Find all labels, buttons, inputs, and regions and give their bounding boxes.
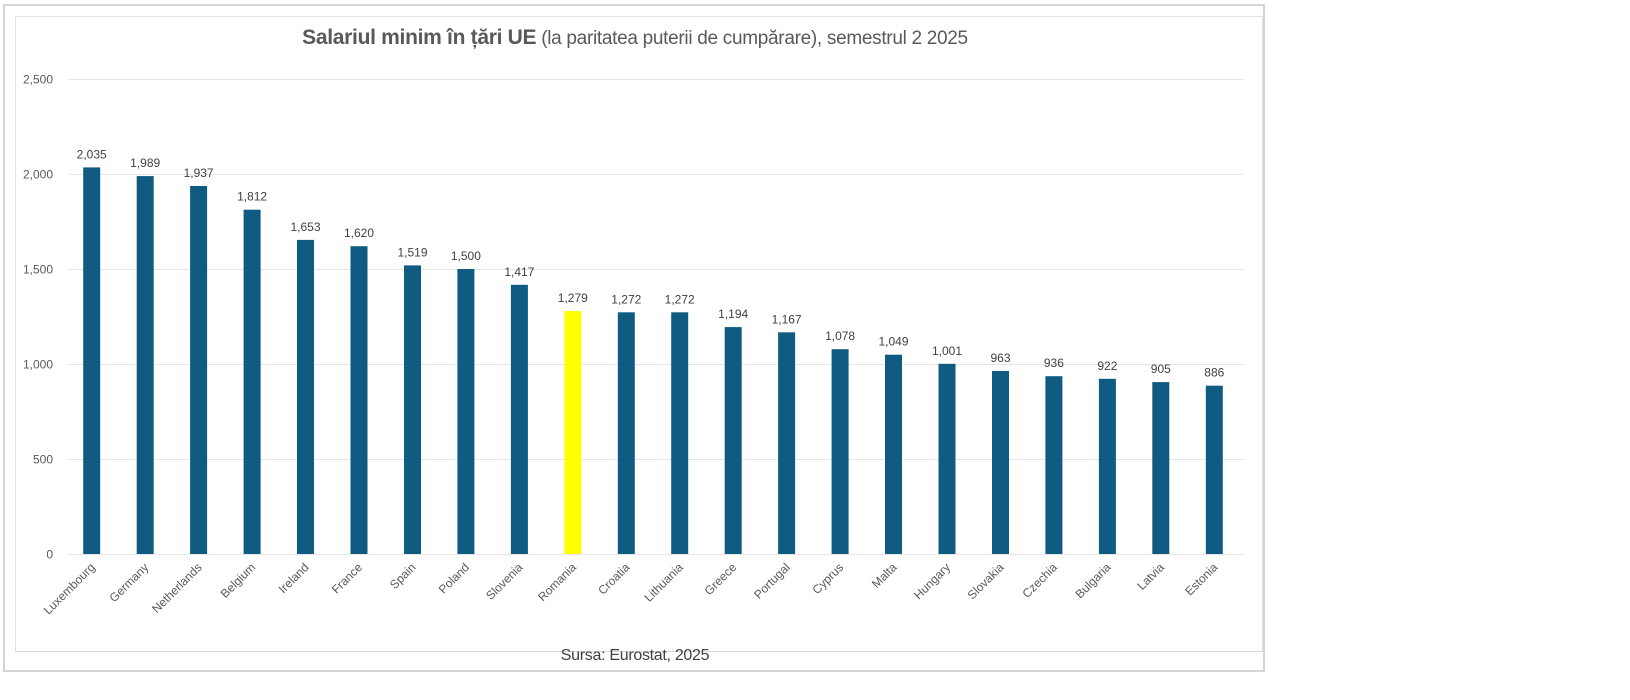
x-tick-label: Czechia bbox=[1019, 560, 1060, 601]
bar bbox=[136, 176, 154, 554]
y-tick-label: 2,000 bbox=[23, 168, 53, 182]
data-label: 1,653 bbox=[290, 220, 320, 234]
data-label: 1,417 bbox=[504, 265, 534, 279]
data-label: 1,620 bbox=[344, 226, 374, 240]
data-label: 1,812 bbox=[237, 190, 267, 204]
x-tick-label: Slovenia bbox=[483, 560, 526, 603]
data-label: 905 bbox=[1151, 362, 1171, 376]
bar bbox=[617, 312, 635, 554]
data-label: 1,078 bbox=[825, 329, 855, 343]
x-tick-label: Ireland bbox=[276, 560, 312, 596]
data-label: 2,035 bbox=[77, 147, 107, 161]
x-tick-label: Portugal bbox=[751, 560, 793, 602]
y-tick-label: 0 bbox=[46, 548, 53, 562]
y-tick-label: 1,500 bbox=[23, 263, 53, 277]
bar bbox=[724, 327, 742, 554]
source-note: Sursa: Eurostat, 2025 bbox=[560, 647, 710, 664]
data-label: 1,049 bbox=[878, 335, 908, 349]
bar bbox=[671, 312, 689, 554]
bar bbox=[1205, 385, 1223, 554]
x-tick-label: Malta bbox=[869, 560, 900, 591]
x-tick-label: Slovakia bbox=[965, 560, 1007, 602]
y-axis-ticks: 0 500 1,000 1,500 2,000 2,500 bbox=[23, 73, 53, 562]
data-label: 1,519 bbox=[397, 245, 427, 259]
x-tick-label: Bulgaria bbox=[1072, 560, 1113, 601]
chart-title: Salariul minim în țări UE (la paritatea … bbox=[0, 26, 1270, 50]
chart-title-main: Salariul minim în țări UE bbox=[302, 26, 537, 49]
bar bbox=[1098, 378, 1116, 554]
x-tick-label: Spain bbox=[387, 560, 419, 592]
data-label: 1,500 bbox=[451, 249, 481, 263]
bar bbox=[457, 269, 475, 554]
x-tick-label: Estonia bbox=[1182, 560, 1220, 598]
x-tick-label: Cyprus bbox=[809, 560, 846, 597]
bar bbox=[350, 246, 368, 554]
bar bbox=[297, 239, 314, 554]
bars bbox=[83, 167, 1223, 554]
x-tick-label: Luxembourg bbox=[41, 560, 98, 617]
x-tick-label: Poland bbox=[436, 560, 472, 596]
bar-highlighted bbox=[564, 311, 582, 554]
bar bbox=[778, 332, 796, 554]
bar bbox=[885, 354, 902, 554]
x-tick-label: Germany bbox=[107, 560, 152, 605]
data-labels: 2,035 1,989 1,937 1,812 1,653 1,620 1,519 1,500… bbox=[77, 147, 1225, 379]
x-tick-label: Netherlands bbox=[149, 560, 205, 616]
data-label: 1,272 bbox=[665, 292, 695, 306]
data-label: 1,167 bbox=[772, 312, 802, 326]
data-label: 1,937 bbox=[184, 166, 214, 180]
data-label: 1,001 bbox=[932, 344, 962, 358]
bar bbox=[831, 349, 849, 554]
bar bbox=[992, 371, 1009, 554]
x-tick-label: Croatia bbox=[595, 560, 632, 597]
x-tick-label: Belgium bbox=[218, 560, 259, 601]
bar-chart: 0 500 1,000 1,500 2,000 2,500 2,035 1,989 1,937… bbox=[23, 73, 1244, 617]
bar bbox=[404, 265, 421, 554]
bar bbox=[510, 284, 528, 554]
y-tick-label: 1,000 bbox=[23, 358, 53, 372]
x-tick-label: Hungary bbox=[911, 560, 953, 602]
x-tick-label: Latvia bbox=[1134, 560, 1167, 593]
data-label: 922 bbox=[1097, 359, 1117, 373]
x-tick-label: France bbox=[329, 560, 366, 597]
data-label: 1,989 bbox=[130, 156, 160, 170]
data-label: 936 bbox=[1044, 356, 1064, 370]
y-tick-label: 500 bbox=[33, 453, 53, 467]
data-label: 1,279 bbox=[558, 291, 588, 305]
bar bbox=[83, 167, 101, 554]
x-tick-label: Greece bbox=[702, 560, 740, 598]
bar bbox=[1152, 382, 1170, 554]
data-label: 1,272 bbox=[611, 292, 641, 306]
data-label: 1,194 bbox=[718, 307, 748, 321]
bar bbox=[1045, 376, 1063, 554]
x-tick-label: Romania bbox=[535, 560, 579, 604]
bar bbox=[243, 209, 261, 554]
data-label: 963 bbox=[990, 351, 1010, 365]
chart-title-subtitle: (la paritatea puterii de cumpărare), sem… bbox=[536, 28, 968, 49]
bar bbox=[938, 363, 956, 554]
source-divider bbox=[15, 651, 1263, 652]
y-tick-label: 2,500 bbox=[23, 73, 53, 87]
data-label: 886 bbox=[1204, 366, 1224, 380]
x-tick-label: Lithuania bbox=[641, 560, 686, 605]
bar bbox=[190, 186, 208, 554]
